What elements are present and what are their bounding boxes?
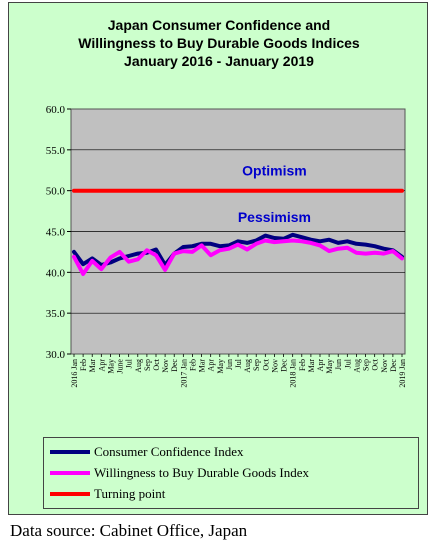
x-tick-label: Jul [125,358,134,368]
data-source-note: Data source: Cabinet Office, Japan [10,521,248,540]
x-tick-label: Dec [170,359,179,372]
chart-annotation: Optimism [242,162,307,178]
x-tick-label: Jun [225,359,234,370]
legend-label: Consumer Confidence Index [94,444,244,459]
y-tick-label: 35.0 [46,308,66,320]
x-tick-label: Dec [389,359,398,372]
y-tick-label: 40.0 [46,267,66,279]
line-chart: Japan Consumer Confidence and Willingness… [46,17,407,388]
x-tick-label: Sep [252,359,261,371]
x-tick-label: Jun [334,359,343,370]
legend-label: Willingness to Buy Durable Goods Index [94,465,310,480]
x-tick-label: Feb [188,359,197,371]
legend-label: Turning point [94,486,166,501]
chart-frame: Japan Consumer Confidence and Willingness… [8,2,428,515]
legend: Consumer Confidence Index Willingness to … [43,437,419,509]
x-tick-label: Dec [280,359,289,372]
x-tick-label: Jul [343,358,352,368]
x-tick-label: 2019 Jan [398,359,407,388]
y-tick-label: 55.0 [46,145,66,157]
x-tick-label: May [106,359,115,374]
chart-title-line: Japan Consumer Confidence and [108,17,330,33]
legend-item: Consumer Confidence Index [50,442,243,462]
legend-swatch [50,450,90,454]
x-tick-label: June [116,359,125,374]
legend-item: Turning point [50,484,165,504]
x-tick-label: Mar [307,359,316,373]
chart-title-line: Willingness to Buy Durable Goods Indices [78,35,360,51]
x-tick-label: Oct [152,358,161,370]
x-tick-label: Nov [270,359,279,373]
x-tick-label: Oct [371,358,380,370]
series-line [72,238,404,276]
x-tick-label: 2018 Jan [289,359,298,388]
x-tick-label: Oct [261,358,270,370]
chart-annotation: Pessimism [238,209,311,225]
y-tick-label: 45.0 [46,227,66,239]
x-tick-label: Sep [143,359,152,371]
legend-swatch [50,492,90,496]
x-tick-label: Apr [316,359,325,372]
y-tick-label: 30.0 [46,349,66,361]
x-tick-label: Jul [234,358,243,368]
chart-title-line: January 2016 - January 2019 [124,53,314,69]
x-tick-label: Feb [298,359,307,371]
x-tick-label: May [216,359,225,374]
x-tick-label: 2016 Jan [70,359,79,388]
x-tick-label: Mar [198,359,207,373]
x-tick-label: Mar [88,359,97,373]
legend-item: Willingness to Buy Durable Goods Index [50,463,309,483]
x-tick-label: Aug [134,359,143,373]
x-tick-label: Aug [243,359,252,373]
series-line [72,232,404,267]
x-tick-label: Aug [352,359,361,373]
x-tick-label: Apr [207,359,216,372]
x-tick-label: May [325,359,334,374]
x-tick-label: Nov [380,359,389,373]
x-tick-label: Apr [97,359,106,372]
y-tick-label: 60.0 [46,104,66,116]
y-tick-label: 50.0 [46,186,66,198]
x-tick-label: 2017 Jan [179,359,188,388]
legend-swatch [50,471,90,475]
x-tick-label: Sep [362,359,371,371]
x-tick-label: Feb [79,359,88,371]
x-tick-label: Nov [161,359,170,373]
